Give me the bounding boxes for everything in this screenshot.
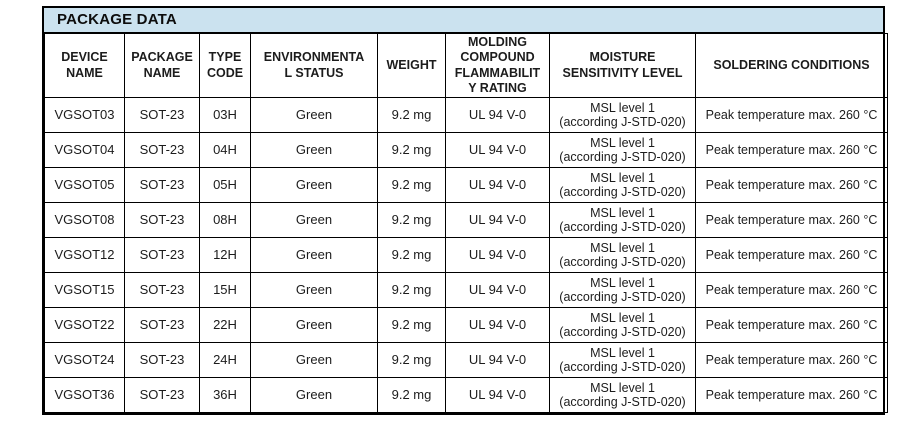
cell-weight: 9.2 mg — [377, 272, 446, 308]
cell-soldering-conditions: Peak temperature max. 260 °C — [695, 342, 888, 378]
cell-moisture-level: MSL level 1 (according J-STD-020) — [549, 377, 696, 413]
cell-environmental-status: Green — [250, 97, 378, 133]
cell-moisture-level: MSL level 1 (according J-STD-020) — [549, 272, 696, 308]
cell-type-code: 24H — [199, 342, 251, 378]
cell-package-name: SOT-23 — [124, 342, 200, 378]
cell-type-code: 22H — [199, 307, 251, 343]
cell-environmental-status: Green — [250, 272, 378, 308]
cell-weight: 9.2 mg — [377, 307, 446, 343]
cell-flammability-rating: UL 94 V-0 — [445, 307, 550, 343]
cell-soldering-conditions: Peak temperature max. 260 °C — [695, 97, 888, 133]
column-header-flammability-rating: MOLDING COMPOUND FLAMMABILIT Y RATING — [445, 33, 550, 98]
cell-package-name: SOT-23 — [124, 272, 200, 308]
cell-weight: 9.2 mg — [377, 202, 446, 238]
table-row: VGSOT03 SOT-23 03H Green 9.2 mg UL 94 V-… — [44, 97, 888, 133]
column-header-type-code: TYPE CODE — [199, 33, 251, 98]
table-row: VGSOT22 SOT-23 22H Green 9.2 mg UL 94 V-… — [44, 307, 888, 343]
cell-device-name: VGSOT05 — [44, 167, 125, 203]
cell-environmental-status: Green — [250, 307, 378, 343]
package-data-table: PACKAGE DATA DEVICE NAME PACKAGE NAME TY… — [42, 6, 888, 415]
cell-soldering-conditions: Peak temperature max. 260 °C — [695, 377, 888, 413]
cell-type-code: 05H — [199, 167, 251, 203]
table-row: VGSOT04 SOT-23 04H Green 9.2 mg UL 94 V-… — [44, 132, 888, 168]
cell-moisture-level: MSL level 1 (according J-STD-020) — [549, 132, 696, 168]
cell-weight: 9.2 mg — [377, 237, 446, 273]
table-row: VGSOT12 SOT-23 12H Green 9.2 mg UL 94 V-… — [44, 237, 888, 273]
table-row: VGSOT24 SOT-23 24H Green 9.2 mg UL 94 V-… — [44, 342, 888, 378]
column-header-soldering-conditions: SOLDERING CONDITIONS — [695, 33, 888, 98]
package-data-grid: DEVICE NAME PACKAGE NAME TYPE CODE ENVIR… — [44, 33, 888, 413]
cell-package-name: SOT-23 — [124, 97, 200, 133]
cell-package-name: SOT-23 — [124, 237, 200, 273]
cell-device-name: VGSOT12 — [44, 237, 125, 273]
column-header-package-name: PACKAGE NAME — [124, 33, 200, 98]
cell-soldering-conditions: Peak temperature max. 260 °C — [695, 132, 888, 168]
cell-flammability-rating: UL 94 V-0 — [445, 132, 550, 168]
cell-type-code: 04H — [199, 132, 251, 168]
cell-environmental-status: Green — [250, 342, 378, 378]
cell-weight: 9.2 mg — [377, 342, 446, 378]
table-row: VGSOT15 SOT-23 15H Green 9.2 mg UL 94 V-… — [44, 272, 888, 308]
cell-moisture-level: MSL level 1 (according J-STD-020) — [549, 342, 696, 378]
cell-environmental-status: Green — [250, 202, 378, 238]
cell-soldering-conditions: Peak temperature max. 260 °C — [695, 237, 888, 273]
cell-package-name: SOT-23 — [124, 132, 200, 168]
cell-package-name: SOT-23 — [124, 202, 200, 238]
cell-weight: 9.2 mg — [377, 167, 446, 203]
cell-moisture-level: MSL level 1 (according J-STD-020) — [549, 97, 696, 133]
cell-flammability-rating: UL 94 V-0 — [445, 237, 550, 273]
header-row: DEVICE NAME PACKAGE NAME TYPE CODE ENVIR… — [44, 33, 888, 98]
table-row: VGSOT08 SOT-23 08H Green 9.2 mg UL 94 V-… — [44, 202, 888, 238]
cell-soldering-conditions: Peak temperature max. 260 °C — [695, 307, 888, 343]
cell-type-code: 03H — [199, 97, 251, 133]
cell-package-name: SOT-23 — [124, 167, 200, 203]
cell-device-name: VGSOT24 — [44, 342, 125, 378]
cell-device-name: VGSOT04 — [44, 132, 125, 168]
cell-flammability-rating: UL 94 V-0 — [445, 272, 550, 308]
cell-device-name: VGSOT22 — [44, 307, 125, 343]
cell-soldering-conditions: Peak temperature max. 260 °C — [695, 272, 888, 308]
cell-moisture-level: MSL level 1 (according J-STD-020) — [549, 167, 696, 203]
cell-environmental-status: Green — [250, 377, 378, 413]
cell-weight: 9.2 mg — [377, 132, 446, 168]
column-header-weight: WEIGHT — [377, 33, 446, 98]
cell-moisture-level: MSL level 1 (according J-STD-020) — [549, 237, 696, 273]
cell-type-code: 15H — [199, 272, 251, 308]
cell-weight: 9.2 mg — [377, 377, 446, 413]
cell-flammability-rating: UL 94 V-0 — [445, 202, 550, 238]
cell-flammability-rating: UL 94 V-0 — [445, 167, 550, 203]
cell-flammability-rating: UL 94 V-0 — [445, 97, 550, 133]
cell-weight: 9.2 mg — [377, 97, 446, 133]
cell-device-name: VGSOT03 — [44, 97, 125, 133]
table-row: VGSOT05 SOT-23 05H Green 9.2 mg UL 94 V-… — [44, 167, 888, 203]
cell-moisture-level: MSL level 1 (according J-STD-020) — [549, 307, 696, 343]
cell-package-name: SOT-23 — [124, 307, 200, 343]
cell-environmental-status: Green — [250, 237, 378, 273]
column-header-device-name: DEVICE NAME — [44, 33, 125, 98]
cell-type-code: 36H — [199, 377, 251, 413]
cell-environmental-status: Green — [250, 132, 378, 168]
cell-device-name: VGSOT08 — [44, 202, 125, 238]
cell-device-name: VGSOT15 — [44, 272, 125, 308]
table-row: VGSOT36 SOT-23 36H Green 9.2 mg UL 94 V-… — [44, 377, 888, 413]
cell-type-code: 12H — [199, 237, 251, 273]
column-header-environmental-status: ENVIRONMENTA L STATUS — [250, 33, 378, 98]
cell-environmental-status: Green — [250, 167, 378, 203]
cell-flammability-rating: UL 94 V-0 — [445, 342, 550, 378]
table-title: PACKAGE DATA — [44, 8, 883, 33]
cell-moisture-level: MSL level 1 (according J-STD-020) — [549, 202, 696, 238]
cell-type-code: 08H — [199, 202, 251, 238]
column-header-moisture-level: MOISTURE SENSITIVITY LEVEL — [549, 33, 696, 98]
cell-device-name: VGSOT36 — [44, 377, 125, 413]
cell-package-name: SOT-23 — [124, 377, 200, 413]
cell-soldering-conditions: Peak temperature max. 260 °C — [695, 167, 888, 203]
cell-soldering-conditions: Peak temperature max. 260 °C — [695, 202, 888, 238]
cell-flammability-rating: UL 94 V-0 — [445, 377, 550, 413]
